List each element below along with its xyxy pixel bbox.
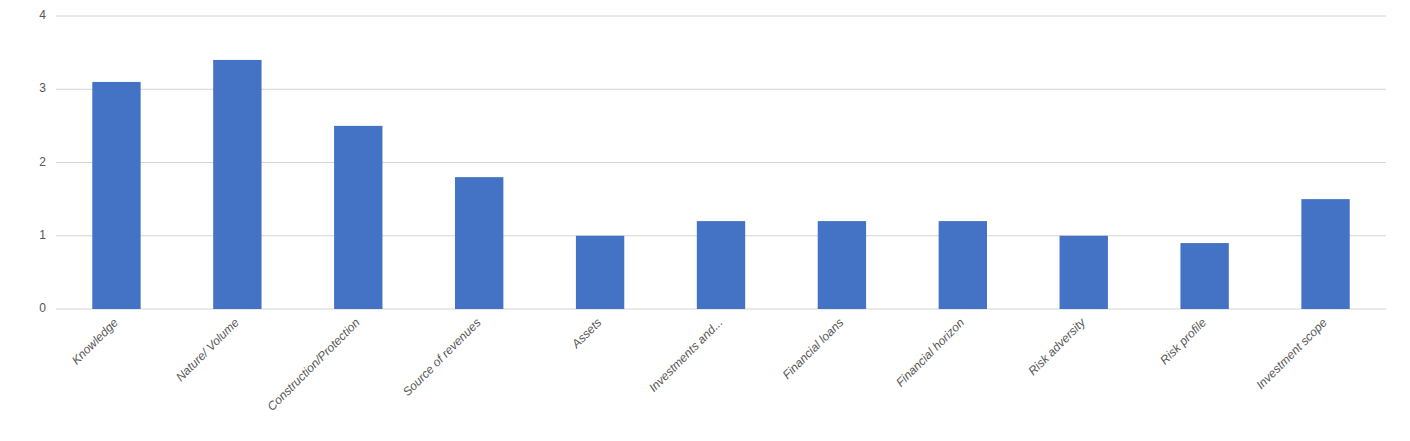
y-tick-label: 0 xyxy=(39,301,46,315)
bar xyxy=(1301,199,1349,309)
x-tick-label: Investment scope xyxy=(1253,315,1330,392)
y-tick-label: 2 xyxy=(39,155,46,169)
y-axis: 0 1 2 3 4 xyxy=(39,8,46,315)
bar xyxy=(213,60,261,309)
bar xyxy=(334,126,382,309)
x-tick-label: Financial loans xyxy=(780,315,847,382)
chart-container: 0 1 2 3 4 Knowledge Nature/ Volume Construction… xyxy=(0,0,1410,441)
x-tick-label: Knowledge xyxy=(69,315,121,367)
bar xyxy=(92,82,140,309)
x-tick-label: Investments and... xyxy=(646,315,725,394)
bar xyxy=(1060,236,1108,309)
grid-line xyxy=(56,16,1386,17)
x-tick-label: Financial horizon xyxy=(893,315,967,389)
y-tick-label: 1 xyxy=(39,228,46,242)
bar xyxy=(939,221,987,309)
bar xyxy=(576,236,624,309)
x-tick-label: Construction/Protection xyxy=(265,315,363,413)
x-tick-label: Risk profile xyxy=(1157,315,1209,367)
x-tick-label: Assets xyxy=(568,315,604,351)
bar xyxy=(455,177,503,309)
bar xyxy=(1180,243,1228,309)
grid xyxy=(56,16,1386,309)
bars xyxy=(92,60,1349,309)
bar xyxy=(818,221,866,309)
x-tick-label: Source of revenues xyxy=(400,315,483,398)
bar xyxy=(697,221,745,309)
x-tick-label: Nature/ Volume xyxy=(173,315,242,384)
y-tick-label: 4 xyxy=(39,8,46,22)
chart-svg: 0 1 2 3 4 Knowledge Nature/ Volume Construction… xyxy=(0,0,1410,441)
y-tick-label: 3 xyxy=(39,81,46,95)
x-tick-label: Risk adversity xyxy=(1025,315,1088,378)
x-axis: Knowledge Nature/ Volume Construction/Prot… xyxy=(69,315,1330,414)
